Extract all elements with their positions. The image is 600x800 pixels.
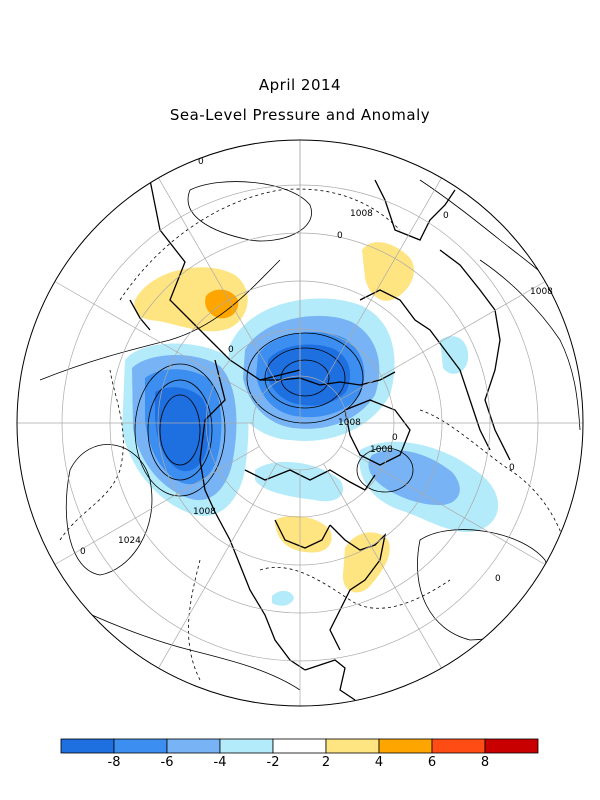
colorbar-box (60, 738, 115, 754)
meridian-line (158, 463, 277, 669)
contour-label: 0 (198, 157, 204, 167)
coast-north-america-west (214, 511, 306, 671)
map-title: April 2014 (258, 76, 342, 94)
contour-label: 0 (392, 433, 398, 443)
zero-contour-4 (259, 566, 451, 609)
coast-europe-west (439, 249, 511, 461)
coast-eurasia-east (149, 179, 301, 381)
contour-label: 0 (337, 231, 343, 241)
contour-label: 1008 (530, 287, 553, 297)
isobar-arctic-low-2 (264, 347, 346, 409)
map-boundary (16, 139, 584, 707)
isobar-pacific-high (65, 444, 153, 576)
contour-label: 0 (228, 345, 234, 355)
contour-label: 1008 (338, 418, 361, 428)
colorbar-box (219, 738, 274, 754)
contour-label: 1024 (118, 536, 141, 546)
negative-anomaly-arctic (255, 461, 344, 502)
meridian-line (158, 177, 277, 383)
colorbar-box (272, 738, 327, 754)
isobar-siberia-high (187, 181, 312, 242)
isobar-aleutian-1 (159, 394, 201, 466)
meridian-line (323, 463, 442, 669)
meridian-line (340, 446, 546, 565)
colorbar-tick-label: 6 (428, 755, 436, 770)
colorbar-box (113, 738, 168, 754)
coast-arctic-canada (244, 469, 376, 491)
contour-label: 1008 (370, 445, 393, 455)
colorbar-tick-label: -8 (108, 755, 121, 770)
positive-anomaly-east-us (342, 532, 390, 593)
zero-contour-3 (419, 409, 571, 561)
negative-anomaly-europe (440, 336, 469, 374)
colorbar-tick-label: 2 (322, 755, 330, 770)
positive-anomaly-east-asia-core (205, 289, 239, 319)
graticule (17, 140, 583, 706)
contour-label: 1008 (350, 209, 373, 219)
coast-siberia-north (260, 371, 396, 386)
coast-alaska-west (199, 359, 226, 513)
coast-greenland (344, 399, 411, 466)
colorbar-box (166, 738, 221, 754)
colorbar-tick-label: -2 (267, 755, 280, 770)
meridian-line (54, 281, 260, 400)
isobar-icelandic-low (356, 447, 414, 493)
colorbar-box (431, 738, 486, 754)
coast-hudson-bay (274, 519, 331, 549)
colorbar-box (484, 738, 539, 754)
zero-contour-5 (188, 559, 201, 681)
meridian-line (340, 281, 546, 400)
positive-anomaly-scandinavia (362, 242, 414, 301)
negative-anomaly-gulf (272, 590, 294, 606)
positive-anomaly-canada (275, 515, 332, 553)
coast-scandinavia (374, 179, 456, 241)
contour-label: 1008 (193, 507, 216, 517)
contour-label: 0 (443, 211, 449, 221)
colorbar-tick-label: -6 (161, 755, 174, 770)
anomaly-shading (122, 242, 499, 606)
coast-north-america-east (329, 524, 387, 651)
meridian-line (54, 446, 260, 565)
contour-label: 0 (495, 574, 501, 584)
isobar-aleutian-3 (134, 363, 226, 497)
colorbar-tick-label: 8 (481, 755, 489, 770)
isobar-wave-1 (39, 259, 281, 381)
colorbar-tick-label: 4 (375, 755, 383, 770)
coast-gulf-mexico (304, 659, 356, 701)
isobar-aleutian-2 (147, 379, 213, 481)
contour-label: 0 (80, 547, 86, 557)
colorbar-box (378, 738, 433, 754)
coast-japan (129, 299, 151, 331)
meridian-line (323, 177, 442, 383)
colorbar-ticks: -8 -6 -4 -2 2 4 6 8 (108, 755, 490, 770)
colorbar-box (325, 738, 380, 754)
meridians (17, 140, 583, 706)
colorbar-tick-label: -4 (214, 755, 227, 770)
coastlines (129, 179, 511, 701)
isobar-wave-3 (479, 259, 581, 431)
isobar-arctic-low-3 (246, 332, 364, 424)
coast-europe-north (359, 289, 491, 451)
map-subtitle: Sea-Level Pressure and Anomaly (169, 106, 431, 124)
contour-label: 0 (509, 463, 515, 473)
colorbar-boxes (60, 738, 539, 754)
isobar-arctic-low-1 (280, 359, 330, 397)
zero-contour-1 (119, 188, 401, 301)
contour-labels: 0 0 0 0 0 0 0 0 1008 1008 1008 1008 1008… (80, 157, 553, 584)
